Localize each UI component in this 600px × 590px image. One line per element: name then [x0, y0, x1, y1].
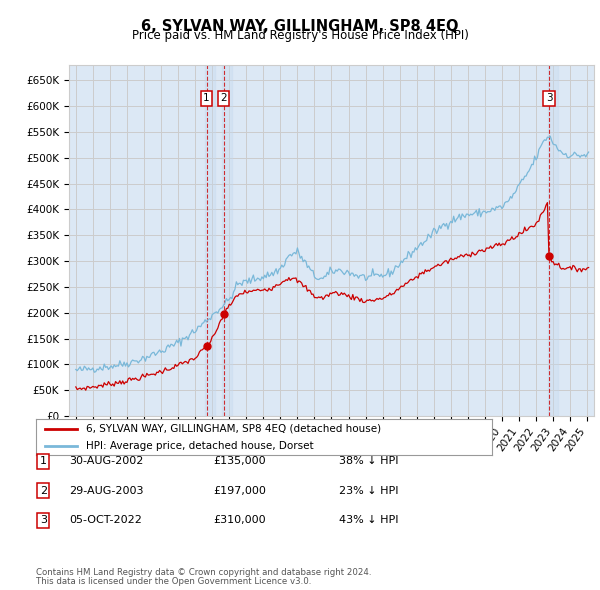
- Text: £135,000: £135,000: [213, 457, 266, 466]
- Text: 3: 3: [40, 516, 47, 525]
- Text: 6, SYLVAN WAY, GILLINGHAM, SP8 4EQ (detached house): 6, SYLVAN WAY, GILLINGHAM, SP8 4EQ (deta…: [86, 424, 381, 434]
- Bar: [548, 65, 557, 416]
- Text: This data is licensed under the Open Government Licence v3.0.: This data is licensed under the Open Gov…: [36, 577, 311, 586]
- Text: 1: 1: [203, 93, 210, 103]
- Text: £197,000: £197,000: [213, 486, 266, 496]
- Text: 6, SYLVAN WAY, GILLINGHAM, SP8 4EQ: 6, SYLVAN WAY, GILLINGHAM, SP8 4EQ: [141, 19, 459, 34]
- Text: Price paid vs. HM Land Registry's House Price Index (HPI): Price paid vs. HM Land Registry's House …: [131, 30, 469, 42]
- Text: 30-AUG-2002: 30-AUG-2002: [69, 457, 143, 466]
- Text: 43% ↓ HPI: 43% ↓ HPI: [339, 516, 398, 525]
- Text: 2: 2: [40, 486, 47, 496]
- Text: 05-OCT-2022: 05-OCT-2022: [69, 516, 142, 525]
- Text: 3: 3: [545, 93, 553, 103]
- Text: Contains HM Land Registry data © Crown copyright and database right 2024.: Contains HM Land Registry data © Crown c…: [36, 568, 371, 577]
- Text: 2: 2: [220, 93, 227, 103]
- Bar: [205, 65, 215, 416]
- Text: 1: 1: [40, 457, 47, 466]
- Text: £310,000: £310,000: [213, 516, 266, 525]
- Text: 38% ↓ HPI: 38% ↓ HPI: [339, 457, 398, 466]
- Text: 23% ↓ HPI: 23% ↓ HPI: [339, 486, 398, 496]
- Text: 29-AUG-2003: 29-AUG-2003: [69, 486, 143, 496]
- Text: HPI: Average price, detached house, Dorset: HPI: Average price, detached house, Dors…: [86, 441, 314, 451]
- Bar: [222, 65, 232, 416]
